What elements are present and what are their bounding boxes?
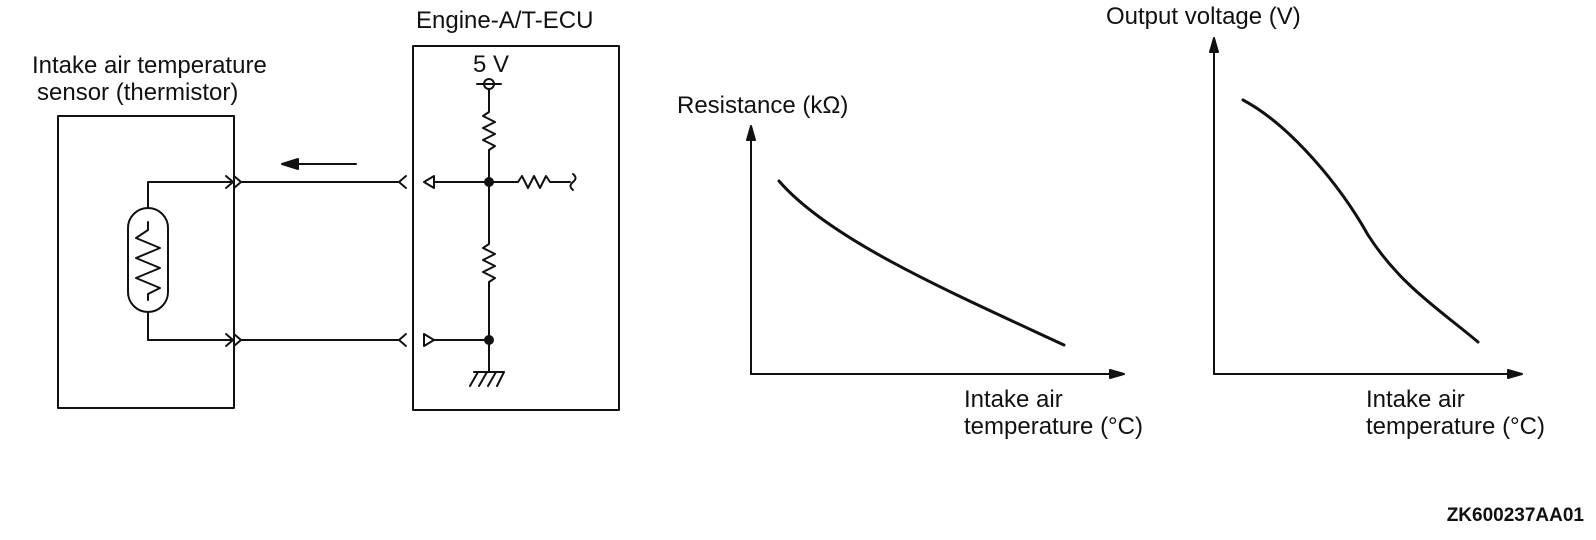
ecu-connector-bottom <box>398 333 407 347</box>
lower-resistor <box>482 181 496 341</box>
ecu-connector-top <box>398 175 407 189</box>
ecu-input-marker-bottom <box>423 333 435 347</box>
sensor-label-line1: Intake air temperature <box>32 52 267 79</box>
resistance-x-label-line1: Intake air <box>964 386 1063 413</box>
figure-code: ZK600237AA01 <box>1446 505 1584 526</box>
resistance-curve <box>777 179 1066 347</box>
voltage-x-label-line1: Intake air <box>1366 386 1465 413</box>
resistance-x-arrow <box>1109 369 1125 379</box>
voltage-x-label-line2: temperature (°C) <box>1366 413 1545 440</box>
resistance-graph <box>746 125 1125 379</box>
ecu-box <box>412 45 620 411</box>
sensor-label-line2: sensor (thermistor) <box>37 79 239 106</box>
sensor-lead-bottom <box>147 311 233 341</box>
branch-wire-break <box>569 173 577 191</box>
voltage-y-arrow <box>1209 37 1219 53</box>
current-arrow-head <box>281 158 299 170</box>
voltage-x-arrow <box>1507 369 1523 379</box>
supply-label: 5 V <box>473 51 510 78</box>
voltage-curve <box>1241 98 1480 344</box>
voltage-y-label: Output voltage (V) <box>1106 3 1301 30</box>
ecu-input-marker-top <box>423 175 435 189</box>
branch-resistor <box>488 175 571 189</box>
sensor-connector-bottom-2 <box>233 333 242 347</box>
ground-symbol <box>469 371 505 387</box>
sensor-connector-bottom <box>225 333 234 347</box>
sensor-lead-top <box>147 181 233 209</box>
thermistor-zigzag <box>135 221 161 301</box>
sensor-connector-top <box>225 175 234 189</box>
resistance-y-label: Resistance (kΩ) <box>677 92 849 119</box>
sensor-box <box>57 115 235 409</box>
resistance-y-arrow <box>746 125 756 141</box>
voltage-graph <box>1209 37 1523 379</box>
pullup-resistor <box>482 88 496 183</box>
ecu-label: Engine-A/T-ECU <box>416 7 594 34</box>
resistance-x-label-line2: temperature (°C) <box>964 413 1143 440</box>
sensor-connector-top-2 <box>233 175 242 189</box>
